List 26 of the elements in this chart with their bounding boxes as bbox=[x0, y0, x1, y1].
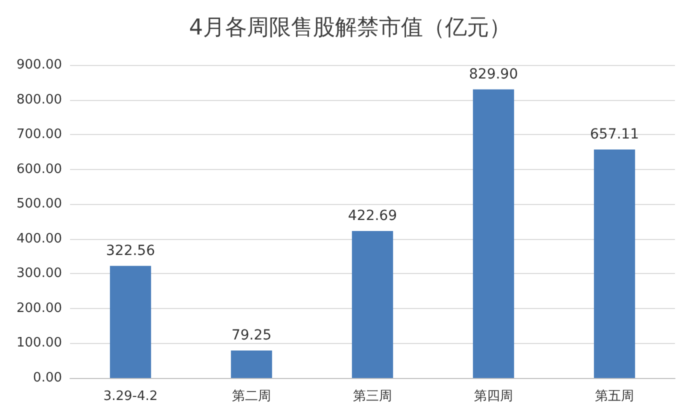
data-label: 422.69 bbox=[348, 208, 397, 224]
bar bbox=[352, 231, 394, 378]
data-label: 829.90 bbox=[469, 66, 518, 82]
bar bbox=[472, 89, 514, 378]
y-tick-label: 900.00 bbox=[16, 58, 62, 72]
x-tick-label: 第五周 bbox=[595, 389, 634, 404]
y-tick-label: 300.00 bbox=[16, 266, 62, 282]
x-tick-label: 第三周 bbox=[353, 389, 392, 404]
x-tick-label: 第四周 bbox=[474, 389, 513, 404]
y-tick-label: 600.00 bbox=[16, 162, 62, 177]
y-tick-label: 700.00 bbox=[16, 127, 62, 142]
y-tick-label: 100.00 bbox=[16, 336, 62, 351]
y-tick-label: 200.00 bbox=[16, 300, 62, 316]
bar bbox=[230, 350, 272, 378]
x-tick-label: 3.29-4.2 bbox=[103, 389, 158, 404]
bar bbox=[594, 149, 636, 378]
data-label: 322.56 bbox=[106, 242, 156, 259]
chart-title: 4月各周限售股解禁市值（亿元） bbox=[189, 16, 511, 40]
data-label: 657.11 bbox=[590, 126, 639, 142]
y-tick-label: 800.00 bbox=[16, 92, 62, 108]
y-tick-label: 400.00 bbox=[16, 231, 62, 246]
y-tick-label: 0.00 bbox=[33, 370, 62, 386]
data-label: 79.25 bbox=[231, 327, 272, 344]
x-tick-label: 第二周 bbox=[232, 389, 271, 404]
bar bbox=[110, 266, 152, 378]
y-tick-label: 500.00 bbox=[16, 196, 62, 212]
